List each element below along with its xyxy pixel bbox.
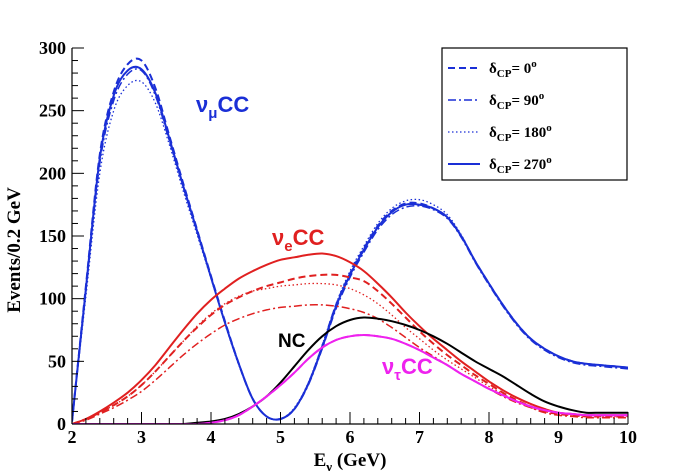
series-line-nc-solid: [72, 316, 628, 424]
annotation-nutau: ντCC: [382, 354, 433, 384]
y-tick-label: 200: [39, 163, 66, 183]
legend-label: δCP= 0o: [489, 58, 537, 80]
legend-label: δCP= 180o: [489, 122, 552, 144]
x-tick-label: 9: [554, 427, 563, 447]
x-tick-label: 4: [207, 427, 216, 447]
y-tick-label: 100: [39, 289, 66, 309]
legend-label: δCP= 270o: [489, 154, 552, 176]
x-axis-title: Eν (GeV): [314, 450, 387, 471]
y-tick-label: 0: [57, 414, 66, 434]
curves-layer: [72, 57, 628, 424]
axes-layer: [71, 47, 629, 425]
x-tick-label: 2: [68, 427, 77, 447]
axis-titles: Eν (GeV) Events/0.2 GeV: [4, 187, 386, 471]
y-tick-label: 300: [39, 38, 66, 58]
x-tick-label: 10: [619, 427, 637, 447]
series-line-nue-solid: [72, 252, 628, 424]
annotation-nc: NC: [278, 331, 306, 352]
x-tick-label: 6: [346, 427, 355, 447]
annotation-numu: νμCC: [196, 92, 249, 122]
x-tick-label: 3: [137, 427, 146, 447]
legend: δCP= 0o δCP= 90o δCP= 180o δCP= 270o: [441, 47, 628, 181]
y-tick-label: 250: [39, 101, 66, 121]
series-line-numu-solid: [72, 65, 628, 422]
legend-box: [441, 47, 628, 181]
legend-label: δCP= 90o: [489, 90, 545, 112]
x-tick-label: 8: [485, 427, 494, 447]
series-line-nue-dashdot: [72, 304, 628, 424]
y-axis-title: Events/0.2 GeV: [4, 187, 25, 313]
annotation-nue: νeCC: [272, 225, 324, 255]
series-line-nutau-solid: [72, 334, 628, 424]
curve-annotations: νμCC νeCC NC ντCC: [196, 92, 433, 384]
y-tick-label: 50: [48, 351, 66, 371]
y-tick-label: 150: [39, 226, 66, 246]
x-tick-label: 5: [276, 427, 285, 447]
x-tick-label: 7: [415, 427, 424, 447]
